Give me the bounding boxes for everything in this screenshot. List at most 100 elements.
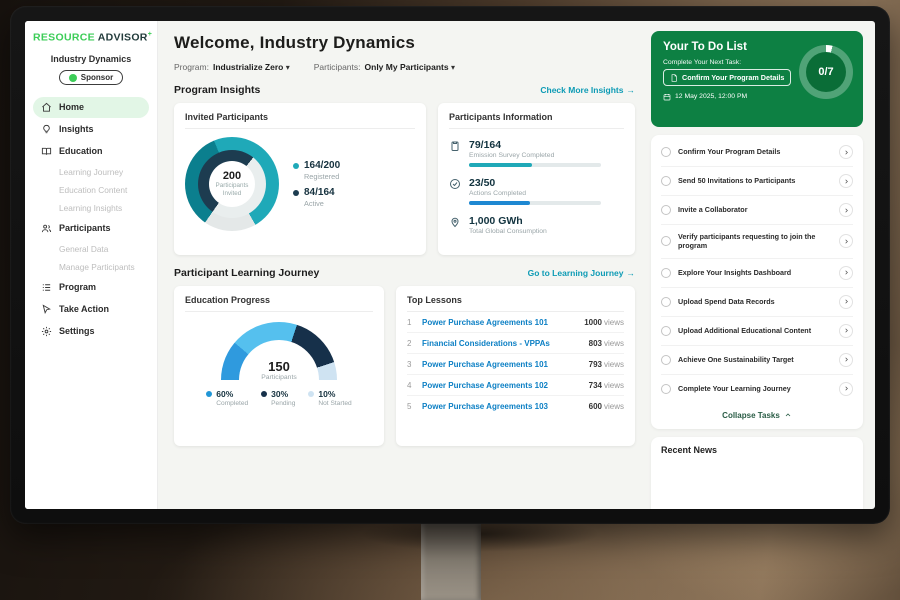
- task-checkbox[interactable]: [661, 325, 671, 336]
- recent-news-header[interactable]: Recent News: [651, 436, 863, 509]
- todo-title: Your To Do List: [663, 41, 747, 53]
- chevron-right-icon[interactable]: [839, 294, 853, 309]
- chevron-down-icon: ▾: [285, 63, 290, 72]
- arrow-right-icon: →: [626, 85, 636, 95]
- file-icon: [671, 73, 677, 82]
- sidebar-label: Participants: [59, 223, 111, 233]
- task-row[interactable]: Upload Spend Data Records: [661, 288, 853, 317]
- emission-survey-icon: [451, 141, 459, 151]
- check-more-insights-link[interactable]: Check More Insights →: [540, 85, 635, 95]
- stat-label: Emission Survey Completed: [469, 152, 555, 159]
- task-checkbox[interactable]: [661, 296, 671, 307]
- lesson-link[interactable]: Financial Considerations - VPPAs: [422, 338, 550, 348]
- task-label: Invite a Collaborator: [678, 205, 748, 215]
- chevron-up-icon: [785, 413, 791, 417]
- education-progress-card: Education Progress 150 Participants 60% C…: [174, 286, 384, 446]
- chevron-right-icon[interactable]: [839, 145, 853, 159]
- chevron-right-icon[interactable]: [839, 352, 853, 367]
- task-row[interactable]: Upload Additional Educational Content: [661, 317, 853, 346]
- sidebar-item-learning-journey[interactable]: Learning Journey: [59, 166, 124, 177]
- sponsor-badge[interactable]: Sponsor: [58, 70, 124, 85]
- app-logo: RESOURCE ADVISOR+: [33, 31, 152, 44]
- filter-bar: Program: Industrialize Zero ▾ Participan…: [174, 62, 635, 72]
- chevron-right-icon[interactable]: [839, 265, 853, 280]
- program-select[interactable]: Industrialize Zero ▾: [213, 62, 290, 72]
- legend-dot: [206, 391, 213, 397]
- stat-label: Actions Completed: [469, 190, 527, 197]
- task-label: Achieve One Sustainability Target: [678, 355, 794, 365]
- org-name: Industry Dynamics: [50, 53, 132, 64]
- card-title: Education Progress: [185, 295, 373, 312]
- task-checkbox[interactable]: [661, 383, 671, 394]
- sidebar-item-manage-participants[interactable]: Manage Participants: [59, 261, 135, 272]
- lesson-link[interactable]: Power Purchase Agreements 101: [422, 359, 548, 369]
- sidebar-item-learning-insights[interactable]: Learning Insights: [59, 202, 123, 213]
- lesson-link[interactable]: Power Purchase Agreements 101: [422, 317, 548, 327]
- section-title-learning-journey: Participant Learning Journey: [174, 267, 320, 279]
- collapse-tasks-link[interactable]: Collapse Tasks: [661, 403, 853, 423]
- task-row[interactable]: Verify participants requesting to join t…: [661, 225, 853, 259]
- go-to-learning-journey-link[interactable]: Go to Learning Journey →: [527, 268, 636, 278]
- sidebar-item-home[interactable]: Home: [33, 96, 149, 118]
- book-icon: [41, 147, 52, 155]
- next-task-button[interactable]: Confirm Your Program Details: [663, 69, 792, 86]
- lesson-link[interactable]: Power Purchase Agreements 103: [422, 401, 548, 411]
- chevron-right-icon[interactable]: [839, 174, 853, 188]
- lesson-views: 1000 views: [584, 317, 624, 327]
- task-checkbox[interactable]: [661, 236, 671, 247]
- lesson-views: 803 views: [588, 338, 624, 348]
- sidebar-item-insights[interactable]: Insights: [33, 119, 149, 140]
- legend-dot: [293, 162, 299, 169]
- task-label: Confirm Your Program Details: [678, 147, 781, 157]
- task-checkbox[interactable]: [661, 205, 671, 215]
- stat-value: 1,000 GWh: [469, 215, 523, 227]
- arrow-right-icon: →: [626, 268, 636, 278]
- lesson-views: 734 views: [588, 380, 624, 390]
- calendar-icon: [663, 93, 671, 100]
- legend-dot: [261, 391, 268, 397]
- task-row[interactable]: Achieve One Sustainability Target: [661, 346, 853, 375]
- sidebar-item-settings[interactable]: Settings: [33, 321, 149, 342]
- chevron-right-icon[interactable]: [839, 323, 853, 338]
- task-row[interactable]: Explore Your Insights Dashboard: [661, 259, 853, 288]
- lesson-rank: 2: [407, 338, 412, 348]
- sidebar-item-program[interactable]: Program: [33, 277, 149, 298]
- lesson-row: 5 Power Purchase Agreements 103 600 views: [407, 396, 624, 416]
- task-checkbox[interactable]: [661, 267, 671, 278]
- task-list: Confirm Your Program Details Send 50 Inv…: [651, 135, 863, 429]
- card-title: Invited Participants: [185, 112, 415, 129]
- participants-select[interactable]: Only My Participants ▾: [365, 62, 455, 72]
- sidebar-label: Education: [59, 146, 103, 156]
- task-checkbox[interactable]: [661, 354, 671, 365]
- chevron-right-icon[interactable]: [839, 381, 853, 396]
- donut-center-value: 200: [222, 170, 242, 183]
- list-icon: [42, 283, 51, 291]
- sidebar-item-education-content[interactable]: Education Content: [59, 184, 128, 195]
- bulb-icon: [43, 124, 50, 133]
- task-row[interactable]: Send 50 Invitations to Participants: [661, 167, 853, 196]
- lesson-rank: 5: [407, 401, 412, 411]
- task-label: Complete Your Learning Journey: [678, 384, 791, 394]
- sidebar-item-general-data[interactable]: General Data: [59, 243, 109, 254]
- task-checkbox[interactable]: [661, 147, 671, 157]
- sidebar-label: Take Action: [59, 304, 110, 314]
- chevron-right-icon[interactable]: [839, 203, 853, 217]
- sidebar-item-participants[interactable]: Participants: [33, 218, 149, 239]
- lesson-link[interactable]: Power Purchase Agreements 102: [422, 380, 548, 390]
- sidebar-item-education[interactable]: Education: [33, 141, 149, 162]
- brand-secondary: ADVISOR: [97, 31, 148, 44]
- sidebar-label: Program: [59, 282, 97, 292]
- sidebar-item-take-action[interactable]: Take Action: [33, 299, 149, 320]
- card-title: Top Lessons: [407, 295, 624, 312]
- task-row[interactable]: Confirm Your Program Details: [661, 138, 853, 167]
- location-pin-icon: [451, 217, 459, 228]
- chevron-right-icon[interactable]: [839, 234, 853, 249]
- task-checkbox[interactable]: [661, 176, 671, 186]
- donut-legend: 164/200 Registered 84/164 Active: [293, 154, 340, 214]
- legend-dot: [308, 391, 315, 397]
- todo-subtitle: Complete Your Next Task:: [663, 59, 742, 66]
- task-row[interactable]: Invite a Collaborator: [661, 196, 853, 225]
- task-row[interactable]: Complete Your Learning Journey: [661, 375, 853, 403]
- sidebar: RESOURCE ADVISOR+ Industry Dynamics Spon…: [25, 21, 158, 509]
- sidebar-label: Home: [59, 102, 85, 112]
